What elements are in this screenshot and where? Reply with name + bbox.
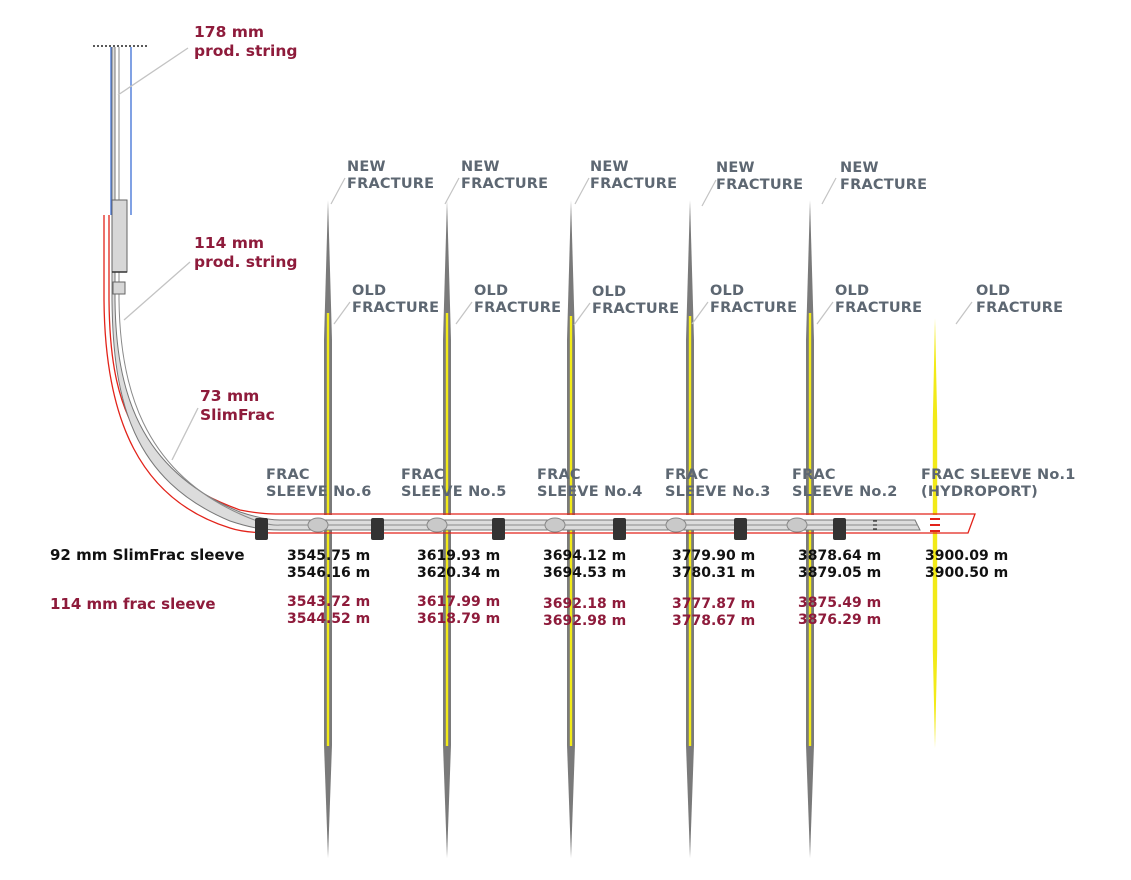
old-fracture-label: OLD FRACTURE — [592, 284, 680, 317]
packer — [371, 518, 384, 540]
string-label-178: 178 mm prod. string — [194, 23, 298, 61]
leader-line — [444, 177, 460, 205]
frac-sleeve-1-label: FRAC SLEEVE No.1 (HYDROPORT) — [921, 467, 1076, 500]
new-fracture-label: NEW FRACTURE — [461, 159, 549, 192]
packer — [833, 518, 846, 540]
frac-sleeve-5-label: FRAC SLEEVE No.5 — [401, 467, 507, 500]
new-fracture-label: NEW FRACTURE — [716, 160, 804, 193]
leader-line — [816, 301, 834, 325]
string-name: prod. string — [194, 42, 298, 60]
frac-sleeve-6-label: FRAC SLEEVE No.6 — [266, 467, 372, 500]
frac-sleeve-port — [426, 517, 448, 533]
frac-sleeve-4-label: FRAC SLEEVE No.4 — [537, 467, 643, 500]
frac-sleeve-port — [544, 517, 566, 533]
old-fracture-label: OLD FRACTURE — [835, 283, 923, 316]
frac-sleeve-3-label: FRAC SLEEVE No.3 — [665, 467, 771, 500]
tubing-joint — [112, 281, 126, 295]
frac-sleeve-depths-4: 3692.18 m 3692.98 m — [543, 596, 627, 629]
leader-line — [821, 177, 837, 205]
leader-line — [691, 301, 709, 325]
old-fracture-label: OLD FRACTURE — [474, 283, 562, 316]
new-fracture-label: NEW FRACTURE — [347, 159, 435, 192]
hydroport-mark — [930, 518, 940, 520]
string-name: SlimFrac — [200, 406, 275, 424]
frac-sleeve-2-label: FRAC SLEEVE No.2 — [792, 467, 898, 500]
casing-178-outline — [110, 47, 132, 215]
slimfrac-depths-4: 3694.12 m 3694.53 m — [543, 548, 627, 581]
packer — [734, 518, 747, 540]
frac-sleeve-depths-6: 3543.72 m 3544.52 m — [287, 594, 371, 627]
frac-sleeve-port — [665, 517, 687, 533]
leader-line — [333, 301, 351, 325]
hydroport-mark — [930, 530, 940, 532]
slimfrac-depths-3: 3779.90 m 3780.31 m — [672, 548, 756, 581]
old-fracture-lower — [932, 530, 938, 748]
string-size: 178 mm — [194, 23, 265, 41]
new-fracture-label: NEW FRACTURE — [840, 160, 928, 193]
legend-slimfrac-sleeve: 92 mm SlimFrac sleeve — [50, 546, 245, 564]
slimfrac-depths-5: 3619.93 m 3620.34 m — [417, 548, 501, 581]
legend-frac-sleeve: 114 mm frac sleeve — [50, 595, 216, 613]
old-fracture-label: OLD FRACTURE — [352, 283, 440, 316]
string-label-73: 73 mm SlimFrac — [200, 387, 275, 425]
leader-line — [330, 177, 346, 205]
packer — [613, 518, 626, 540]
leader-line — [171, 407, 199, 461]
frac-sleeve-port — [786, 517, 808, 533]
frac-sleeve-port — [307, 517, 329, 533]
string-size: 114 mm — [194, 234, 265, 252]
leader-line — [574, 177, 590, 205]
slimfrac-depths-6: 3545.75 m 3546.16 m — [287, 548, 371, 581]
leader-line — [455, 301, 473, 325]
string-label-114: 114 mm prod. string — [194, 234, 298, 272]
new-fracture-label: NEW FRACTURE — [590, 159, 678, 192]
tubing-joint — [111, 199, 128, 273]
leader-line — [955, 301, 973, 325]
string-size: 73 mm — [200, 387, 260, 405]
packer — [492, 518, 505, 540]
old-fracture-label: OLD FRACTURE — [976, 283, 1064, 316]
leader-line — [701, 179, 717, 207]
frac-sleeve-depths-2: 3875.49 m 3876.29 m — [798, 595, 882, 628]
leader-line — [123, 261, 191, 321]
slimfrac-depths-1: 3900.09 m 3900.50 m — [925, 548, 1009, 581]
leader-line — [573, 302, 591, 326]
packer — [255, 518, 268, 540]
string-name: prod. string — [194, 253, 298, 271]
slimfrac-depths-2: 3878.64 m 3879.05 m — [798, 548, 882, 581]
toe-marks — [873, 520, 877, 530]
leader-line — [117, 47, 189, 96]
old-fracture-upper — [932, 318, 938, 515]
hydroport-mark — [930, 524, 940, 526]
frac-sleeve-depths-3: 3777.87 m 3778.67 m — [672, 596, 756, 629]
old-fracture-label: OLD FRACTURE — [710, 283, 798, 316]
frac-sleeve-depths-5: 3617.99 m 3618.79 m — [417, 594, 501, 627]
